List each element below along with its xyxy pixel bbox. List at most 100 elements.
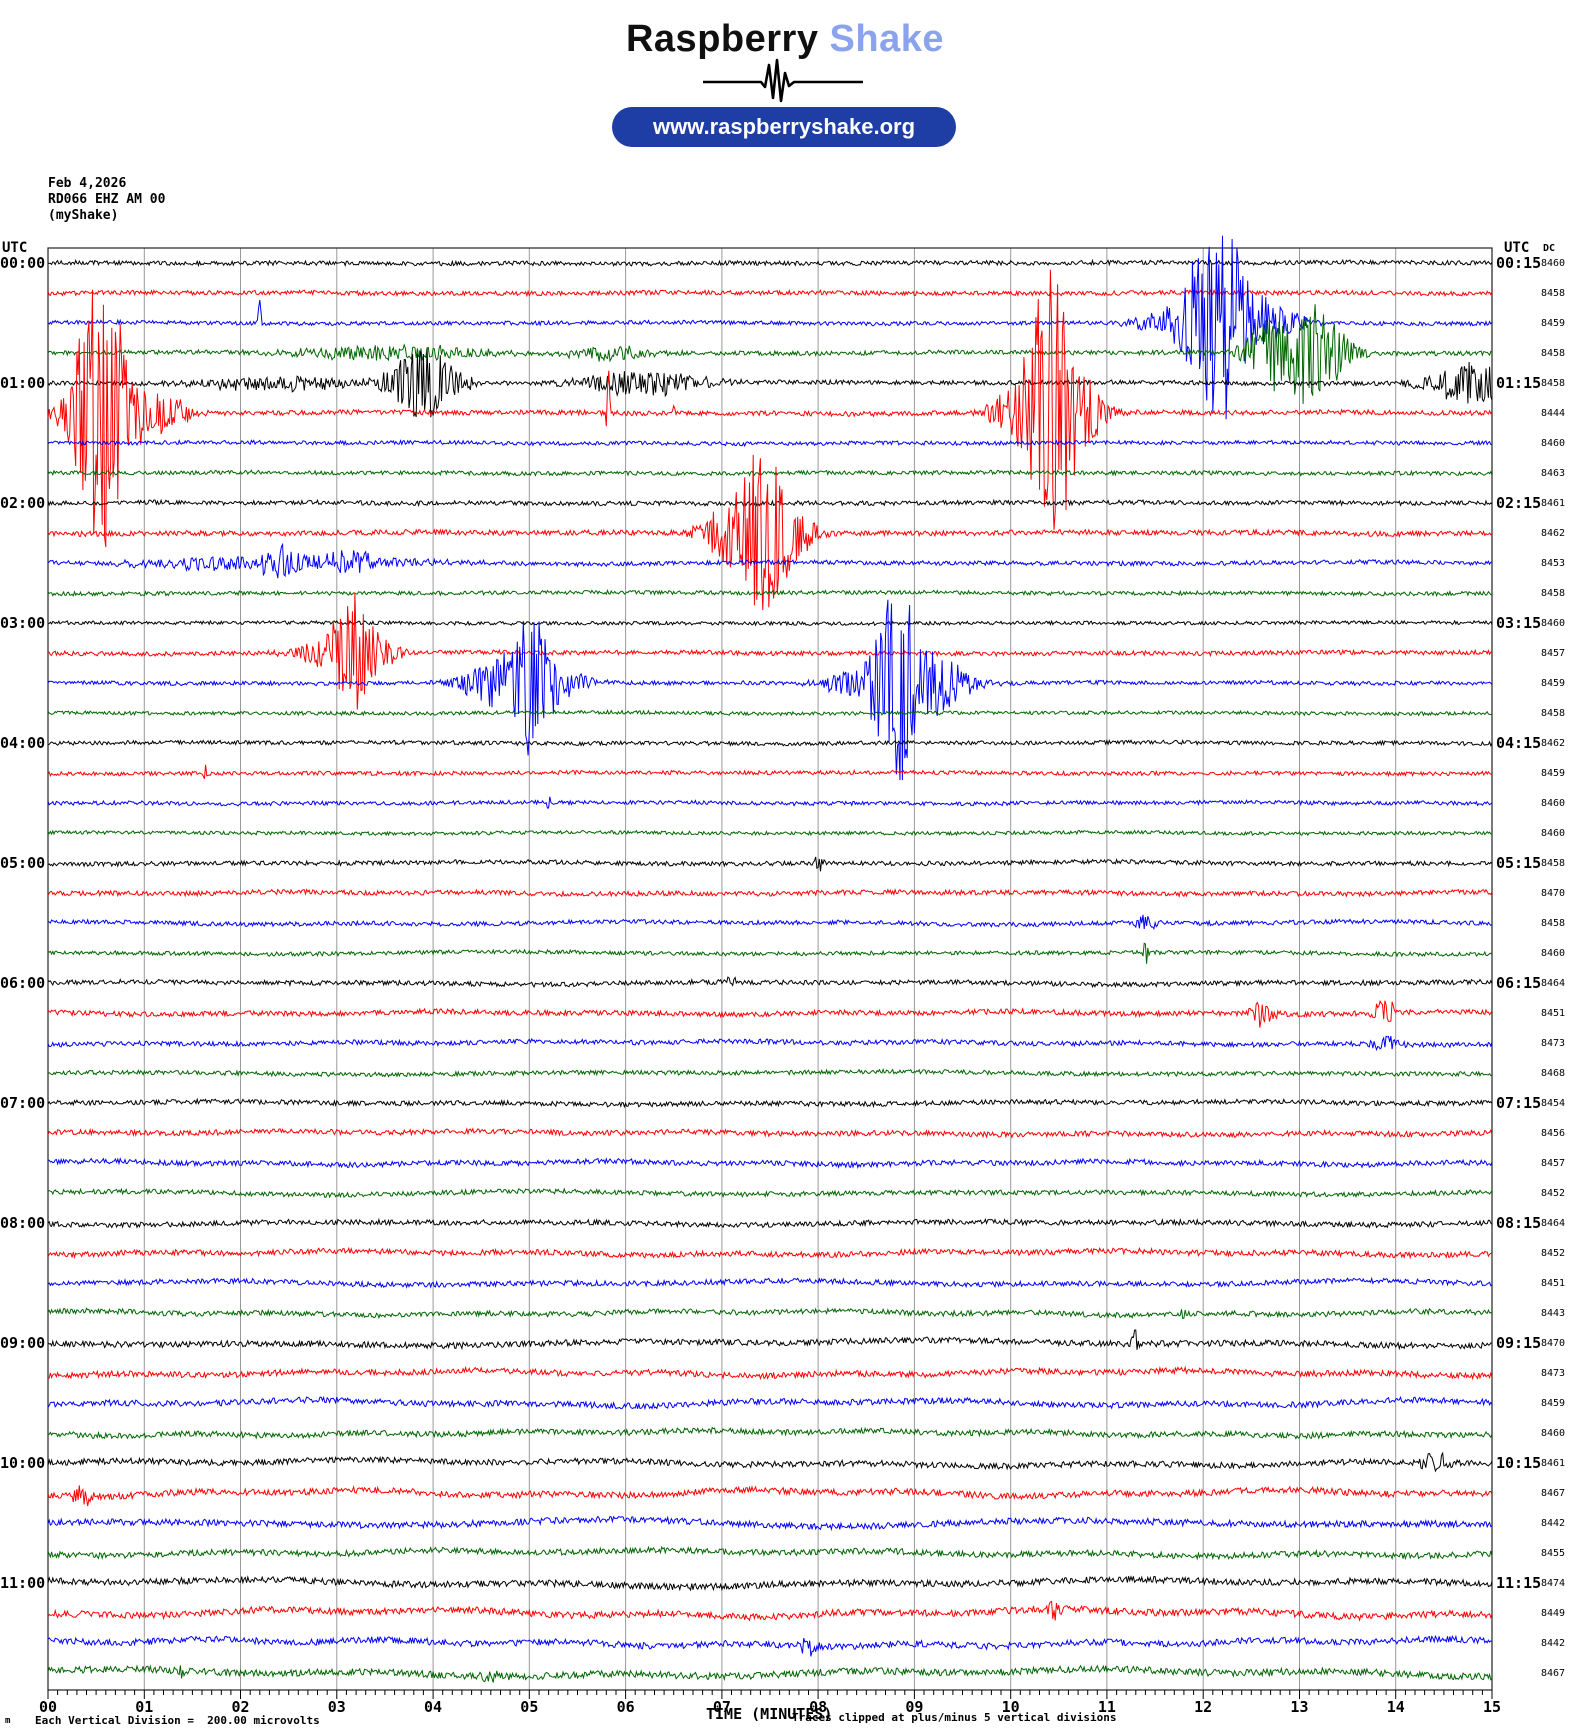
dc-value: 8460 bbox=[1541, 828, 1566, 839]
website-link[interactable]: www.raspberryshake.org bbox=[612, 107, 956, 147]
trace-row-36 bbox=[47, 1307, 1493, 1320]
trace-row-14 bbox=[47, 592, 1493, 710]
dc-value: 8460 bbox=[1541, 948, 1566, 959]
dc-value: 8461 bbox=[1541, 1458, 1566, 1469]
dc-value: 8464 bbox=[1541, 1218, 1566, 1229]
dc-value: 8460 bbox=[1541, 798, 1566, 809]
network-label: (myShake) bbox=[48, 208, 119, 223]
trace-row-6 bbox=[47, 269, 1493, 548]
time-axis-title: TIME (MINUTES) bbox=[706, 1705, 833, 1723]
dc-value: 8458 bbox=[1541, 378, 1566, 389]
utc-left-label: 06:00 bbox=[0, 974, 46, 992]
dc-value: 8458 bbox=[1541, 708, 1566, 719]
x-tick-label: 07 bbox=[712, 1698, 731, 1716]
dc-value: 8468 bbox=[1541, 1068, 1566, 1079]
x-tick-label: 04 bbox=[424, 1698, 443, 1716]
dc-value: 8459 bbox=[1541, 318, 1566, 329]
utc-right-label: 00:15 bbox=[1496, 254, 1542, 272]
dc-value: 8470 bbox=[1541, 888, 1566, 899]
dc-value: 8474 bbox=[1541, 1578, 1566, 1589]
dc-value: 8473 bbox=[1541, 1038, 1566, 1049]
x-tick-label: 05 bbox=[520, 1698, 539, 1716]
utc-left-label: 07:00 bbox=[0, 1094, 46, 1112]
dc-value: 8460 bbox=[1541, 618, 1566, 629]
trace-row-1 bbox=[47, 258, 1493, 268]
date-label: Feb 4,2026 bbox=[48, 176, 127, 191]
trace-row-23 bbox=[47, 914, 1493, 930]
trace-row-19 bbox=[47, 796, 1493, 809]
trace-row-2 bbox=[47, 288, 1493, 298]
dc-value: 8460 bbox=[1541, 1428, 1566, 1439]
trace-row-17 bbox=[47, 739, 1493, 748]
x-tick-label: 08 bbox=[809, 1698, 828, 1716]
dc-value: 8456 bbox=[1541, 1128, 1566, 1139]
dc-value: 8459 bbox=[1541, 768, 1566, 779]
trace-row-25 bbox=[47, 976, 1493, 989]
trace-row-9 bbox=[47, 498, 1493, 508]
dc-value: 8462 bbox=[1541, 528, 1566, 539]
trace-row-12 bbox=[47, 589, 1493, 598]
utc-right-label: 11:15 bbox=[1496, 1574, 1542, 1592]
trace-row-32 bbox=[47, 1187, 1493, 1199]
trace-row-21 bbox=[47, 856, 1493, 872]
logo-raspberry-text: Raspberry bbox=[625, 18, 819, 60]
dc-value: 8473 bbox=[1541, 1368, 1566, 1379]
trace-row-40 bbox=[47, 1426, 1493, 1440]
dc-value: 8467 bbox=[1541, 1488, 1566, 1499]
trace-row-29 bbox=[47, 1097, 1493, 1109]
dc-value: 8444 bbox=[1541, 408, 1566, 419]
dc-value: 8461 bbox=[1541, 498, 1566, 509]
dc-value: 8453 bbox=[1541, 558, 1566, 569]
x-tick-label: 10 bbox=[1001, 1698, 1020, 1716]
utc-right-label: 01:15 bbox=[1496, 374, 1542, 392]
trace-row-34 bbox=[47, 1246, 1493, 1260]
dc-value: 8452 bbox=[1541, 1248, 1566, 1259]
dc-value: 8458 bbox=[1541, 588, 1566, 599]
dc-value: 8457 bbox=[1541, 1158, 1566, 1169]
dc-value: 8457 bbox=[1541, 648, 1566, 659]
trace-row-3 bbox=[47, 235, 1493, 420]
footer-corner-glyph: m bbox=[5, 1716, 11, 1726]
x-tick-label: 03 bbox=[327, 1698, 346, 1716]
x-tick-label: 12 bbox=[1194, 1698, 1213, 1716]
utc-left-label: 10:00 bbox=[0, 1454, 46, 1472]
seismic-pulse-icon bbox=[703, 58, 863, 103]
trace-row-7 bbox=[47, 439, 1493, 448]
trace-row-22 bbox=[47, 888, 1493, 898]
trace-row-38 bbox=[47, 1365, 1493, 1381]
dc-value: 8449 bbox=[1541, 1608, 1566, 1619]
utc-right-label: 02:15 bbox=[1496, 494, 1542, 512]
trace-row-44 bbox=[47, 1545, 1493, 1561]
dc-value: 8459 bbox=[1541, 1398, 1566, 1409]
station-label: RD066 EHZ AM 00 bbox=[48, 192, 166, 207]
plot-frame bbox=[47, 247, 1493, 1691]
utc-left-label: 09:00 bbox=[0, 1334, 46, 1352]
x-tick-label: 00 bbox=[38, 1698, 58, 1716]
utc-left-label: 04:00 bbox=[0, 734, 46, 752]
trace-row-46 bbox=[47, 1600, 1493, 1622]
trace-row-24 bbox=[47, 942, 1493, 964]
trace-row-27 bbox=[47, 1035, 1493, 1052]
utc-header-right: UTC bbox=[1504, 240, 1530, 256]
utc-right-label: 08:15 bbox=[1496, 1214, 1542, 1232]
x-tick-label: 02 bbox=[231, 1698, 250, 1716]
dc-value: 8452 bbox=[1541, 1188, 1566, 1199]
trace-row-20 bbox=[47, 829, 1493, 837]
trace-row-18 bbox=[47, 764, 1493, 779]
x-tick-label: 06 bbox=[616, 1698, 635, 1716]
trace-row-28 bbox=[47, 1067, 1493, 1078]
dc-value: 8467 bbox=[1541, 1668, 1566, 1679]
trace-row-48 bbox=[47, 1664, 1493, 1683]
dc-value: 8443 bbox=[1541, 1308, 1566, 1319]
dc-value: 8458 bbox=[1541, 288, 1566, 299]
dc-value: 8460 bbox=[1541, 438, 1566, 449]
utc-right-label: 06:15 bbox=[1496, 974, 1542, 992]
utc-left-label: 01:00 bbox=[0, 374, 46, 392]
dc-value: 8442 bbox=[1541, 1638, 1566, 1649]
trace-row-43 bbox=[47, 1515, 1493, 1532]
trace-row-10 bbox=[47, 454, 1493, 611]
dc-value: 8460 bbox=[1541, 258, 1566, 269]
x-tick-label: 01 bbox=[135, 1698, 154, 1716]
trace-row-11 bbox=[47, 542, 1493, 579]
